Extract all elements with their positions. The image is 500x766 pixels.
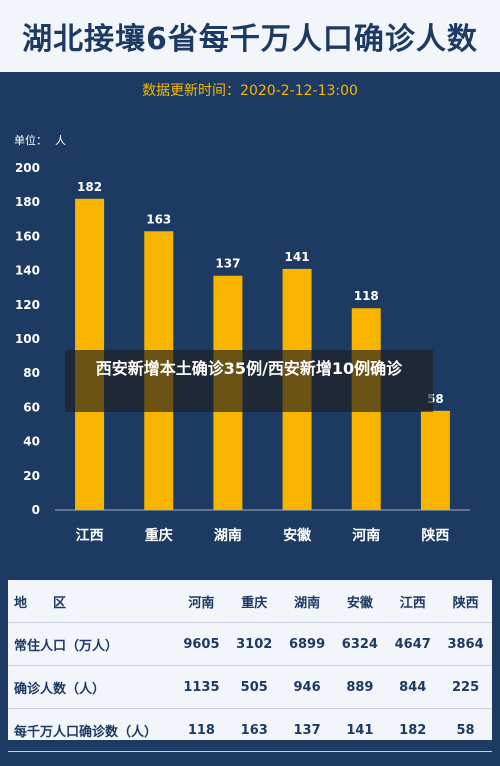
table-cell: 58 (439, 708, 492, 752)
news-overlay: 西安新增本土确诊35例/西安新增10例确诊 (65, 350, 433, 412)
y-tick-label: 120 (15, 298, 40, 312)
table-cell: 重庆 (227, 580, 281, 623)
table-cell: 1135 (175, 665, 228, 709)
table-cell: 137 (280, 708, 334, 752)
table-cell: 3102 (227, 622, 281, 666)
table-cell: 9605 (175, 622, 228, 666)
update-time: 数据更新时间：2020-2-12-13:00 (142, 83, 358, 99)
table-cell: 3864 (439, 622, 492, 666)
table-cell: 163 (227, 708, 281, 752)
x-tick-label: 湖南 (214, 527, 242, 544)
data-label: 137 (215, 257, 240, 271)
y-tick-label: 180 (15, 195, 40, 209)
table-cell: 6899 (280, 622, 334, 666)
x-tick-label: 重庆 (145, 527, 173, 544)
y-tick-label: 140 (15, 264, 40, 278)
table-cell: 河南 (175, 580, 228, 623)
table-row: 常住人口（万人） 9605 3102 6899 6324 4647 3864 (8, 622, 492, 666)
data-label: 163 (146, 212, 171, 226)
x-tick-label: 安徽 (283, 527, 312, 544)
unit-label: 单位： 人 (14, 132, 66, 148)
table-cell: 118 (175, 708, 228, 752)
unit-prefix: 单位： (14, 134, 47, 147)
table-cell: 225 (439, 665, 492, 709)
table-cell: 陕西 (439, 580, 492, 623)
y-tick-label: 160 (15, 229, 40, 243)
table-cell: 505 (227, 665, 281, 709)
unit-value: 人 (55, 134, 66, 147)
y-tick-label: 200 (15, 161, 40, 175)
row-label: 确诊人数（人） (8, 665, 175, 709)
table-cell: 889 (333, 665, 387, 709)
title-band (0, 0, 500, 72)
data-label: 182 (77, 180, 102, 194)
data-label: 118 (354, 289, 379, 303)
table-cell: 946 (280, 665, 334, 709)
table-row: 确诊人数（人） 1135 505 946 889 844 225 (8, 665, 492, 709)
table-cell: 6324 (333, 622, 387, 666)
y-tick-label: 20 (23, 469, 40, 483)
table-row: 每千万人口确诊数（人） 118 163 137 141 182 58 (8, 708, 492, 752)
bar-陕西 (420, 410, 450, 510)
table-cell: 141 (333, 708, 387, 752)
x-tick-label: 陕西 (421, 527, 449, 544)
y-tick-label: 80 (23, 366, 40, 380)
table-cell: 844 (386, 665, 440, 709)
table-cell: 4647 (386, 622, 440, 666)
table-cell: 182 (386, 708, 440, 752)
y-tick-label: 0 (32, 503, 40, 517)
row-label: 常住人口（万人） (8, 622, 175, 666)
row-label: 每千万人口确诊数（人） (8, 708, 175, 752)
bar-chart: 0 20 40 60 80 100 120 140 160 180 200 182 江西 163 重庆 137… (15, 161, 470, 544)
table-cell: 湖南 (280, 580, 334, 623)
data-table: 地 区河南 重庆 湖南 安徽 江西 陕西 常住人口（万人） 9605 3102 6899 6324 4… (8, 580, 492, 752)
y-tick-label: 60 (23, 400, 40, 414)
data-label: 141 (285, 250, 310, 264)
page-title: 湖北接壤6省每千万人口确诊人数 (22, 22, 478, 57)
row-label: 地 区 (8, 580, 175, 623)
table-header-row: 地 区河南 重庆 湖南 安徽 江西 陕西 (8, 580, 492, 623)
table-cell: 江西 (386, 580, 440, 623)
x-tick-label: 江西 (76, 527, 104, 544)
y-tick-label: 40 (23, 435, 40, 449)
y-tick-label: 100 (15, 332, 40, 346)
x-tick-label: 河南 (352, 527, 380, 544)
table-cell: 安徽 (333, 580, 387, 623)
